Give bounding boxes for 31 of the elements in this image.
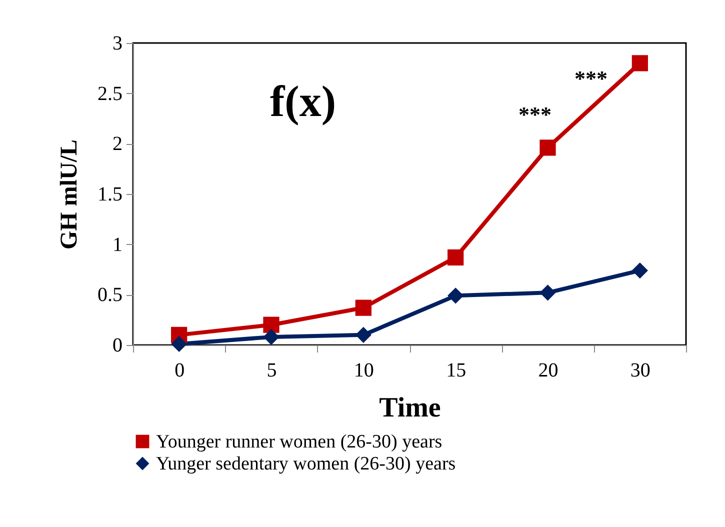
point bbox=[263, 328, 280, 346]
y-tick-label: 0.5 bbox=[98, 284, 122, 306]
annotation: *** bbox=[518, 102, 552, 127]
point bbox=[263, 316, 280, 333]
point bbox=[540, 284, 556, 301]
point bbox=[632, 262, 648, 279]
point bbox=[355, 326, 372, 343]
x-tick-label: 20 bbox=[538, 360, 558, 382]
y-tick-label: 2 bbox=[112, 133, 122, 156]
point bbox=[355, 300, 372, 316]
x-axis-title: Time bbox=[379, 392, 441, 424]
point bbox=[540, 140, 556, 156]
y-tick-label: 0 bbox=[112, 334, 122, 356]
legend-label: Younger runner women (26-30) years bbox=[156, 432, 442, 452]
annotation: f(x) bbox=[270, 77, 336, 126]
y-tick-label: 2.5 bbox=[98, 82, 122, 105]
x-tick-label: 5 bbox=[266, 360, 277, 382]
legend-label: Yunger sedentary women (26-30) years bbox=[156, 454, 456, 474]
point bbox=[632, 55, 648, 72]
point bbox=[171, 336, 188, 352]
point bbox=[448, 249, 464, 266]
annotation: *** bbox=[574, 66, 608, 91]
y-tick-label: 1 bbox=[112, 234, 122, 256]
y-tick-label: 3 bbox=[112, 32, 122, 54]
y-tick-label: 1.5 bbox=[98, 184, 122, 206]
x-tick-label: 30 bbox=[630, 360, 650, 382]
point bbox=[448, 288, 464, 304]
x-tick-label: 10 bbox=[354, 360, 374, 382]
x-tick-label: 15 bbox=[446, 360, 466, 382]
y-axis-title: GH mlU/L bbox=[56, 139, 82, 250]
x-tick-label: 0 bbox=[174, 360, 185, 382]
